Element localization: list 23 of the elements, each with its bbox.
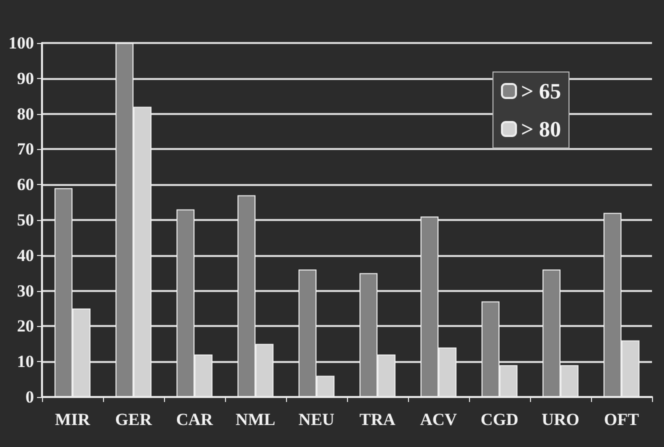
y-tick-label: 60 <box>17 175 34 194</box>
x-tick-label: ACV <box>420 410 458 429</box>
y-tick-label: 90 <box>17 68 34 88</box>
x-tick-label: TRA <box>360 410 396 429</box>
y-tick-label: 50 <box>17 210 34 230</box>
x-tick-label: OFT <box>604 410 640 429</box>
y-tick-label: 10 <box>17 352 34 372</box>
y-tick-label: 30 <box>17 281 34 300</box>
x-tick-label: CAR <box>176 410 214 429</box>
x-tick-label: URO <box>542 410 580 429</box>
x-tick-label: CGD <box>480 410 518 429</box>
y-tick-label: 40 <box>17 246 34 265</box>
x-tick-label: MIR <box>55 410 91 429</box>
x-tick-label: GER <box>115 410 153 429</box>
y-tick-label: 80 <box>17 104 34 124</box>
y-tick-label: 20 <box>17 316 34 336</box>
legend-label: > 80 <box>520 116 562 142</box>
y-tick-label: 0 <box>26 388 34 406</box>
x-tick-label: NML <box>236 410 276 429</box>
y-tick-label: 100 <box>8 34 34 52</box>
legend-label: > 65 <box>520 78 562 104</box>
x-tick-label: NEU <box>298 410 334 429</box>
y-tick-label: 70 <box>17 140 34 159</box>
